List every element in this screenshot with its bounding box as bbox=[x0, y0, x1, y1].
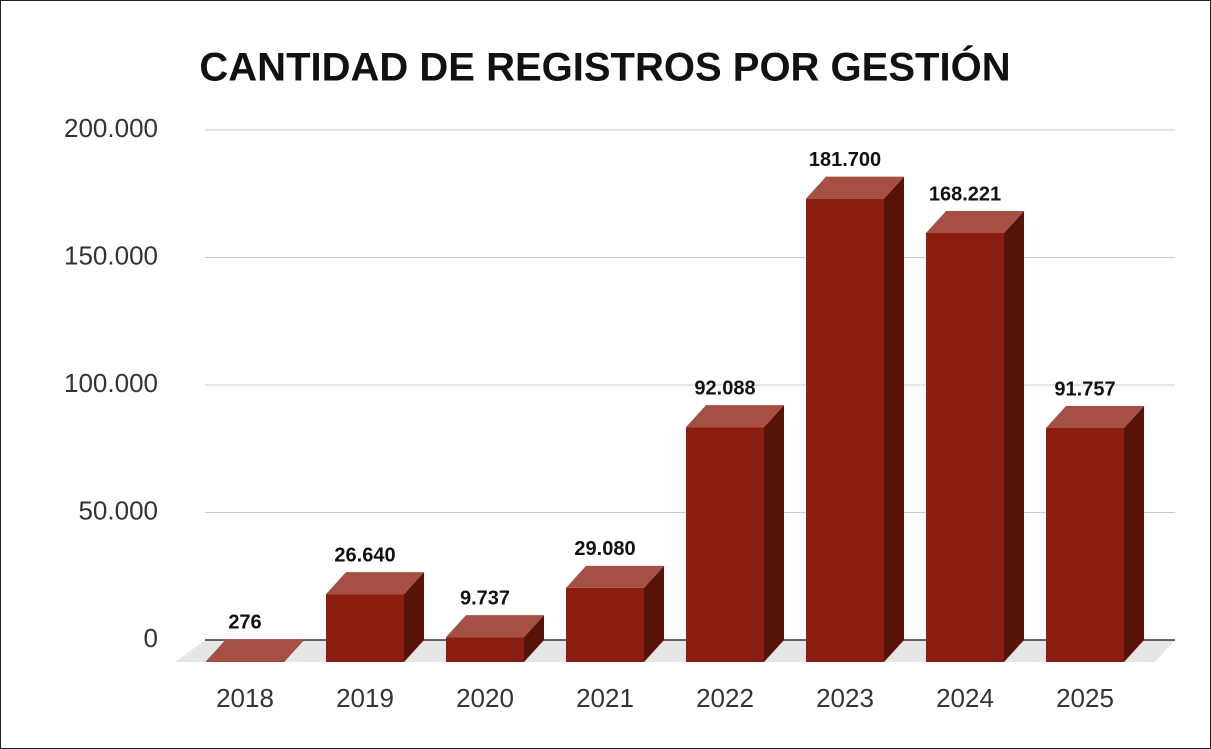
bar-front bbox=[206, 661, 284, 662]
bar-front bbox=[1046, 428, 1124, 662]
bar-side bbox=[764, 405, 784, 662]
bar-top bbox=[686, 405, 784, 428]
y-tick-label: 150.000 bbox=[64, 240, 158, 270]
value-label: 181.700 bbox=[809, 149, 881, 171]
bar bbox=[926, 211, 1024, 663]
x-tick-label: 2018 bbox=[216, 683, 274, 713]
bar-front bbox=[446, 637, 524, 662]
bar-top bbox=[446, 615, 544, 638]
bar-top bbox=[206, 639, 304, 662]
bar-top bbox=[1046, 406, 1144, 429]
chart-title: CANTIDAD DE REGISTROS POR GESTIÓN bbox=[199, 44, 1010, 90]
value-label: 168.221 bbox=[929, 183, 1001, 205]
value-label: 9.737 bbox=[460, 587, 510, 609]
y-tick-label: 200.000 bbox=[64, 113, 158, 143]
bar-front bbox=[566, 587, 644, 662]
bar-side bbox=[1124, 406, 1144, 662]
bar-top bbox=[806, 176, 904, 199]
bar-top bbox=[326, 572, 424, 595]
bar-top bbox=[926, 211, 1024, 234]
bar bbox=[446, 615, 544, 662]
x-tick-label: 2024 bbox=[936, 683, 994, 713]
bar-side bbox=[524, 615, 544, 662]
bar-side bbox=[644, 565, 664, 662]
value-label: 26.640 bbox=[334, 544, 395, 566]
y-tick-label: 100.000 bbox=[64, 368, 158, 398]
y-tick-label: 50.000 bbox=[78, 495, 158, 525]
value-label: 29.080 bbox=[574, 538, 635, 560]
bar bbox=[806, 176, 904, 663]
bar-front bbox=[806, 198, 884, 663]
bar-front bbox=[326, 594, 404, 662]
bar bbox=[206, 639, 304, 662]
value-label: 91.757 bbox=[1054, 378, 1115, 400]
bar-side bbox=[884, 176, 904, 663]
value-label: 92.088 bbox=[694, 377, 755, 399]
bar bbox=[1046, 406, 1144, 662]
x-tick-label: 2021 bbox=[576, 683, 634, 713]
bar bbox=[566, 565, 664, 662]
x-tick-label: 2022 bbox=[696, 683, 754, 713]
x-tick-label: 2023 bbox=[816, 683, 874, 713]
bar bbox=[686, 405, 784, 662]
bar-top bbox=[566, 565, 664, 588]
value-label: 276 bbox=[228, 612, 261, 634]
x-tick-label: 2019 bbox=[336, 683, 394, 713]
x-tick-label: 2025 bbox=[1056, 683, 1114, 713]
bar-front bbox=[926, 233, 1004, 663]
bar-front bbox=[686, 427, 764, 662]
bar bbox=[326, 572, 424, 662]
floor bbox=[175, 640, 1175, 662]
bar-side bbox=[404, 572, 424, 662]
y-tick-label: 0 bbox=[144, 623, 158, 653]
bar-side bbox=[284, 639, 304, 662]
x-tick-label: 2020 bbox=[456, 683, 514, 713]
bar-side bbox=[1004, 211, 1024, 663]
